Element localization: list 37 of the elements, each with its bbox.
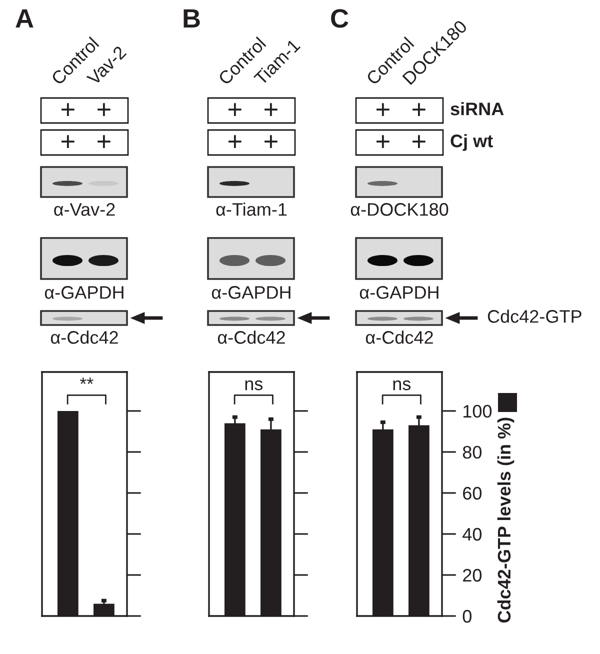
annotation: ns: [245, 380, 263, 390]
text: α-GAPDH: [44, 286, 124, 299]
text: +: [228, 135, 242, 148]
y2-tick-label: 0: [462, 610, 472, 623]
text: +: [376, 135, 390, 148]
y2-tick-label: 60: [463, 486, 482, 500]
text: +: [98, 135, 110, 148]
annotation: ns: [393, 380, 411, 390]
text: +: [412, 135, 426, 148]
text: +: [412, 103, 426, 116]
text: α-Tiam-1: [216, 202, 287, 216]
y2-tick-label: 100: [464, 404, 492, 418]
text: α-GAPDH: [212, 286, 290, 299]
text: +: [62, 135, 74, 148]
text: α-Cdc42: [218, 330, 285, 344]
chart-title: C: [331, 9, 348, 28]
text: α-Cdc42: [366, 330, 433, 344]
text: +: [264, 135, 278, 148]
text: +: [98, 103, 110, 116]
chart-title: A: [16, 9, 34, 28]
text: siRNA: [450, 102, 504, 116]
y2-tick-label: 80: [462, 446, 482, 459]
text: +: [376, 103, 390, 116]
y2-axis-title: Cdc42-GTP levels (in %): [497, 418, 514, 623]
text: +: [62, 103, 74, 116]
text: +: [264, 103, 278, 116]
text: Cj wt: [450, 134, 493, 151]
text: α-Cdc42: [50, 330, 118, 344]
text: α-GAPDH: [360, 286, 438, 299]
text: Cdc42-GTP: [488, 310, 582, 323]
chart-title: B: [184, 9, 200, 28]
y2-tick-label: 40: [462, 528, 482, 541]
text: +: [228, 103, 242, 116]
y2-tick-label: 20: [463, 568, 482, 582]
text: α-Vav-2: [54, 203, 115, 216]
text: α-DOCK180: [350, 203, 448, 216]
annotation: **: [80, 378, 94, 384]
